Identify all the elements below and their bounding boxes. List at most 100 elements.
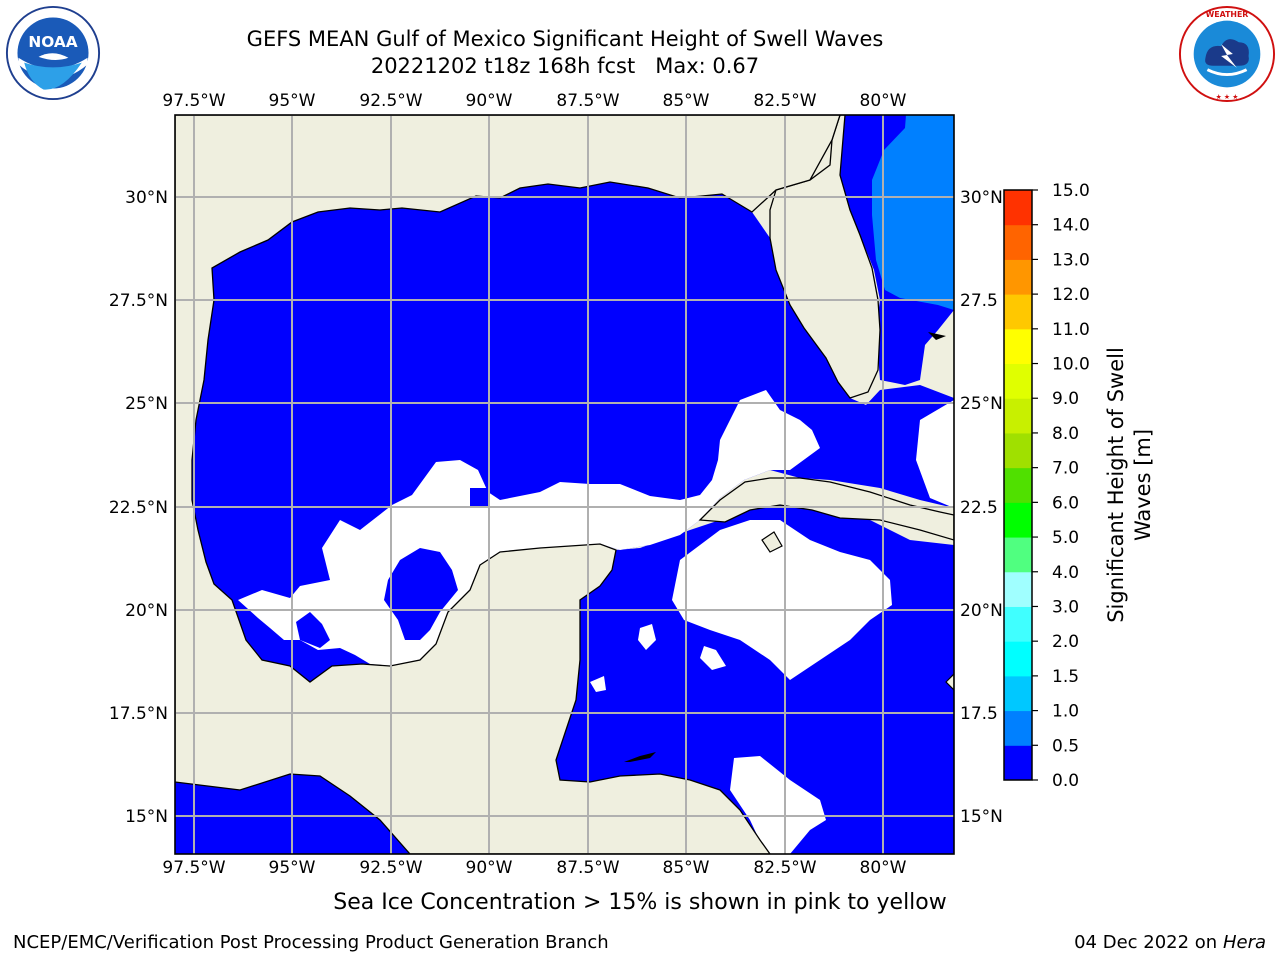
colorbar-bin <box>1004 432 1032 469</box>
top-lon-tick-label: 97.5°W <box>162 91 225 111</box>
right-lat-tick-label: 30°N <box>960 188 1003 208</box>
colorbar-tick-label: 1.0 <box>1052 702 1079 722</box>
top-lon-tick-label: 90°W <box>466 91 513 111</box>
svg-text:NOAA: NOAA <box>28 33 77 51</box>
colorbar-bin <box>1004 675 1032 712</box>
bottom-lon-tick-label: 92.5°W <box>359 858 422 878</box>
colorbar-tick-label: 13.0 <box>1052 250 1090 270</box>
svg-text:★ ★ ★: ★ ★ ★ <box>1216 93 1239 101</box>
colorbar-tick-label: 15.0 <box>1052 181 1090 201</box>
left-lat-tick-label: 15°N <box>125 807 168 827</box>
colorbar-tick-label: 2.0 <box>1052 632 1079 652</box>
colorbar-bin <box>1004 745 1032 781</box>
map-gridlines <box>175 115 954 854</box>
colorbar-ticks: 0.0 0.5 1.0 1.5 2.0 3.0 4.0 5.0 6.0 7.0 8.0 9.0 10.0… <box>1032 181 1090 791</box>
right-lat-tick-label: 22.5 <box>960 498 998 518</box>
colorbar-tick-label: 7.0 <box>1052 459 1079 479</box>
footer-date: 04 Dec 2022 on Hera <box>1074 932 1266 953</box>
top-lon-tick-label: 87.5°W <box>556 91 619 111</box>
top-longitude-ticks: 97.5°W 95°W 92.5°W 90°W 87.5°W 85°W 82.5°W 80°W <box>162 91 906 111</box>
colorbar-bin <box>1004 467 1032 503</box>
left-lat-tick-label: 17.5°N <box>109 704 168 724</box>
sea-ice-note: Sea Ice Concentration > 15% is shown in … <box>333 890 947 915</box>
colorbar-tick-label: 1.5 <box>1052 667 1079 687</box>
right-latitude-ticks: 30°N 27.5 25°N 22.5 20°N 17.5 15°N <box>960 188 1003 827</box>
isle-of-youth <box>761 531 783 553</box>
caribbean-missing-area <box>672 520 892 680</box>
colorbar-tick-label: 5.0 <box>1052 528 1079 548</box>
top-lon-tick-label: 80°W <box>860 91 907 111</box>
top-lon-tick-label: 82.5°W <box>753 91 816 111</box>
gulf-coast-north <box>175 115 841 854</box>
colorbar-bin <box>1004 259 1032 295</box>
gulf-blue-patch-2 <box>296 612 330 648</box>
colorbar-bin <box>1004 571 1032 607</box>
top-lon-tick-label: 85°W <box>663 91 710 111</box>
right-lat-tick-label: 27.5 <box>960 291 998 311</box>
bottom-lon-tick-label: 85°W <box>663 858 710 878</box>
colorbar-bin <box>1004 710 1032 746</box>
colorbar-tick-label: 3.0 <box>1052 597 1079 617</box>
colorbar-tick-label: 10.0 <box>1052 355 1090 375</box>
national-weather-service-logo: WEATHER ★ ★ ★ <box>1178 5 1276 103</box>
colorbar-tick-label: 8.0 <box>1052 424 1079 444</box>
colorbar-bin <box>1004 641 1032 677</box>
colorbar-bin <box>1004 502 1032 538</box>
left-lat-tick-label: 22.5°N <box>109 498 168 518</box>
bottom-lon-tick-label: 95°W <box>269 858 316 878</box>
bottom-lon-tick-label: 82.5°W <box>753 858 816 878</box>
forecast-info: 20221202 t18z 168h fcst <box>370 54 636 78</box>
colorbar-tick-label: 0.0 <box>1052 771 1079 791</box>
east-missing-area <box>916 400 954 508</box>
left-lat-tick-label: 30°N <box>125 188 168 208</box>
footer-date-text: 04 Dec 2022 on <box>1074 932 1218 953</box>
chart-subtitle-line: 20221202 t18z 168h fcst Max: 0.67 <box>0 54 1130 79</box>
colorbar-bin <box>1004 363 1032 399</box>
colorbar-bin <box>1004 328 1032 365</box>
colorbar <box>1003 189 1033 781</box>
small-missing-2 <box>590 676 606 692</box>
right-lat-tick-label: 20°N <box>960 601 1003 621</box>
top-lon-tick-label: 92.5°W <box>359 91 422 111</box>
map-frame <box>174 114 955 855</box>
bottom-longitude-ticks: 97.5°W 95°W 92.5°W 90°W 87.5°W 85°W 82.5°W 80°W <box>162 858 906 878</box>
bottom-lon-tick-label: 87.5°W <box>556 858 619 878</box>
colorbar-bin <box>1004 537 1032 573</box>
right-lat-tick-label: 25°N <box>960 394 1003 414</box>
colorbar-tick-label: 0.5 <box>1052 736 1079 756</box>
left-lat-tick-label: 27.5°N <box>109 291 168 311</box>
gulf-blue-patch-3 <box>470 488 490 508</box>
small-missing-3 <box>700 646 726 670</box>
colorbar-bin <box>1004 606 1032 642</box>
small-missing-1 <box>638 624 656 650</box>
colorbar-tick-label: 12.0 <box>1052 285 1090 305</box>
colorbar-bin <box>1004 398 1032 434</box>
colorbar-tick-label: 14.0 <box>1052 216 1090 236</box>
colorbar-tick-label: 6.0 <box>1052 493 1079 513</box>
colorbar-bin <box>1004 294 1032 330</box>
atlantic-moderate-swell-region <box>872 115 954 310</box>
campeche-missing-area <box>238 390 820 666</box>
bottom-lon-tick-label: 97.5°W <box>162 858 225 878</box>
left-lat-tick-label: 20°N <box>125 601 168 621</box>
right-lat-tick-label: 15°N <box>960 807 1003 827</box>
gulf-blue-patch-1 <box>384 548 458 640</box>
colorbar-label-line1: Significant Height of Swell <box>1104 347 1128 623</box>
jamaica-fragment <box>945 673 954 691</box>
colorbar-tick-label: 4.0 <box>1052 563 1079 583</box>
bottom-lon-tick-label: 90°W <box>466 858 513 878</box>
footer-branch: NCEP/EMC/Verification Post Processing Pr… <box>13 932 609 953</box>
top-lon-tick-label: 95°W <box>269 91 316 111</box>
chart-title: GEFS MEAN Gulf of Mexico Significant Hei… <box>246 27 884 51</box>
bahamas-cay <box>928 332 946 340</box>
colorbar-tick-label: 9.0 <box>1052 389 1079 409</box>
honduras-islands <box>624 752 656 762</box>
colorbar-bin <box>1004 224 1032 260</box>
left-latitude-ticks: 30°N 27.5°N 25°N 22.5°N 20°N 17.5°N 15°N <box>109 188 168 827</box>
colorbar-bin <box>1004 190 1032 226</box>
cayman-missing-area <box>730 756 826 854</box>
colorbar-label-line2: Waves [m] <box>1131 429 1155 541</box>
colorbar-tick-label: 11.0 <box>1052 320 1090 340</box>
cuba-island <box>698 477 954 541</box>
svg-text:WEATHER: WEATHER <box>1206 10 1249 19</box>
